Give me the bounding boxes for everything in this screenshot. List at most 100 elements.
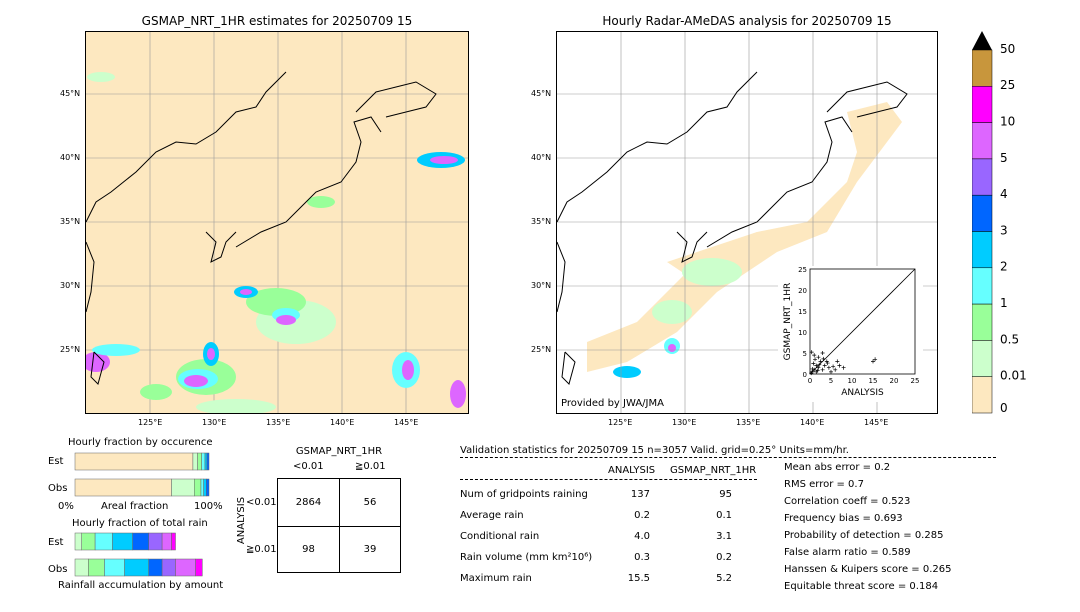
total-rain-segment [74,558,89,577]
colorbar-label: 25 [1000,78,1015,92]
scatter-ytick: 20 [798,287,807,295]
left-lat-35: 35°N [60,217,81,226]
colorbar-label: 3 [1000,223,1008,237]
total-rain-segment [175,558,196,577]
validation-analysis-value: 137 [630,489,650,500]
occurrence-segment [74,452,194,471]
total-rain-segment [132,532,149,551]
validation-rule-2 [460,479,757,480]
scatter-point [816,355,821,360]
left-lat-40: 40°N [60,153,81,162]
left-map-title: GSMAP_NRT_1HR estimates for 20250709 15 [141,14,413,28]
scatter-point [809,350,814,355]
colorbar-segment [971,231,993,269]
scatter-point [820,351,825,355]
validation-label: Rain volume (mm km²10⁶) [460,552,593,563]
occurrence-obs-label: Obs [48,483,68,494]
occurrence-segment [204,452,208,471]
colorbar: 50 25 10 5 4 3 2 1 0.5 0.01 0 [971,30,1052,415]
right-lon-140: 140°E [800,418,825,427]
validation-score: Hanssen & Kuipers score = 0.265 [784,564,952,575]
colorbar-label: 5 [1000,151,1008,165]
scatter-plot: 0 5 10 15 20 25 0 5 10 15 20 25 ANALYSIS GSMAP_NRT_1H… [783,266,920,398]
colorbar-label: 50 [1000,42,1015,56]
scatter-point [873,357,878,362]
contingency-row-ge: ≧0.01 [246,544,277,555]
scatter-point [810,366,815,371]
scatter-point [837,363,842,368]
scatter-ytick: 0 [803,371,807,379]
validation-score: RMS error = 0.7 [784,479,864,490]
validation-label: Num of gridpoints raining [460,489,588,500]
occurrence-segment [206,452,210,471]
validation-col-analysis: ANALYSIS [608,465,656,476]
scatter-xlabel: ANALYSIS [841,388,884,398]
validation-gsmap-value: 0.2 [716,552,732,563]
scatter-xtick: 10 [848,377,857,385]
cell-10: 98 [302,544,315,555]
total-rain-title: Hourly fraction of total rain [72,518,208,529]
scatter-point [818,359,823,364]
left-lon-135: 135°E [266,418,291,427]
validation-gsmap-value: 3.1 [716,531,732,542]
contingency-col-lt: <0.01 [293,461,324,472]
left-map-canvas [82,32,468,415]
scatter-diagonal [809,268,916,375]
validation-analysis-value: 0.3 [634,552,650,563]
colorbar-segment [971,49,993,87]
scatter-point [841,365,846,370]
total-rain-segment [81,532,96,551]
validation-header: Validation statistics for 20250709 15 n=… [460,445,849,456]
occurrence-segment [171,478,195,497]
total-rain-est-label: Est [48,537,64,548]
validation-gsmap-value: 0.1 [716,510,732,521]
scatter-inset: 0 5 10 15 20 25 0 5 10 15 20 25 ANALYSIS GSMAP_NRT_1H… [778,266,923,402]
total-rain-xlabel: Rainfall accumulation by amount [58,580,224,591]
scatter-point [820,367,825,372]
total-rain-segment [74,532,82,551]
scatter-ytick: 25 [798,266,807,274]
total-rain-segment [148,532,163,551]
contingency-grid: 2864 56 98 39 [277,478,401,573]
validation-col-gsmap: GSMAP_NRT_1HR [670,465,757,476]
total-rain-obs-label: Obs [48,564,68,575]
validation-analysis-value: 4.0 [634,531,650,542]
right-lat-45: 45°N [531,89,552,98]
scatter-xtick: 25 [911,377,920,385]
colorbar-segment [971,376,993,414]
total-rain-segment [161,558,176,577]
cell-00: 2864 [295,497,322,508]
colorbar-segment [971,340,993,377]
cell-01: 56 [363,497,377,508]
occurrence-segment [200,478,204,497]
validation-analysis-value: 15.5 [627,573,650,584]
occurrence-title: Hourly fraction by occurence [68,437,213,448]
validation-analysis-value: 0.2 [634,510,650,521]
scatter-point [821,356,826,361]
scatter-point [816,365,821,370]
scatter-point [809,371,814,376]
colorbar-canvas: 50 25 10 5 4 3 2 1 0.5 0.01 0 [971,31,1027,415]
occurrence-segment [201,452,206,471]
right-lon-145: 145°E [864,418,889,427]
occurrence-segment [203,478,207,497]
total-rain-segment [88,558,105,577]
contingency-col-ge: ≧0.01 [355,461,386,472]
scatter-point [813,357,818,362]
left-lat-25: 25°N [60,345,81,354]
occurrence-segment [194,478,202,497]
validation-gsmap-value: 95 [719,489,732,500]
colorbar-segment [971,122,993,160]
occurrence-tick-100: 100% [194,501,223,512]
occurrence-est-label: Est [48,456,64,467]
validation-rule [460,457,996,458]
validation-label: Average rain [460,510,524,521]
colorbar-label: 0.01 [1000,369,1027,383]
scatter-point [871,359,875,364]
colorbar-label: 0.5 [1000,332,1019,346]
scatter-point [833,367,838,372]
left-lon-130: 130°E [202,418,227,427]
validation-label: Conditional rain [460,531,540,542]
scatter-point [817,362,822,367]
total-rain-segment [104,558,125,577]
